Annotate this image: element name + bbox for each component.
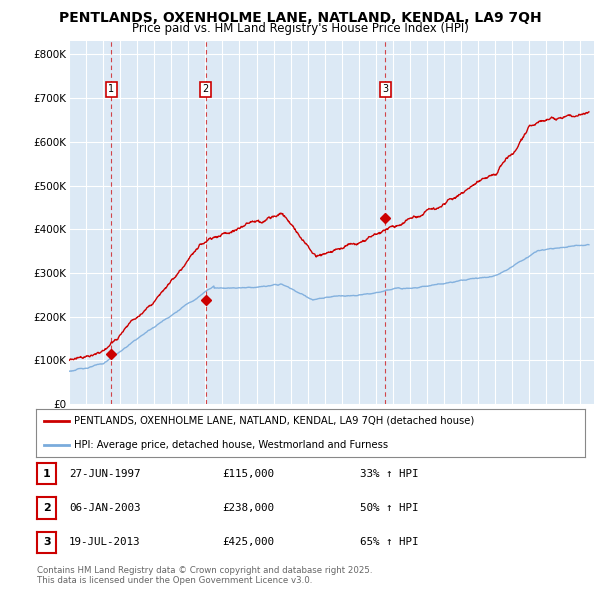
- Text: PENTLANDS, OXENHOLME LANE, NATLAND, KENDAL, LA9 7QH: PENTLANDS, OXENHOLME LANE, NATLAND, KEND…: [59, 11, 541, 25]
- Text: PENTLANDS, OXENHOLME LANE, NATLAND, KENDAL, LA9 7QH (detached house): PENTLANDS, OXENHOLME LANE, NATLAND, KEND…: [74, 416, 475, 426]
- Text: 65% ↑ HPI: 65% ↑ HPI: [360, 537, 419, 547]
- Text: HPI: Average price, detached house, Westmorland and Furness: HPI: Average price, detached house, West…: [74, 440, 389, 450]
- Text: 19-JUL-2013: 19-JUL-2013: [69, 537, 140, 547]
- Text: 33% ↑ HPI: 33% ↑ HPI: [360, 469, 419, 478]
- Text: £238,000: £238,000: [222, 503, 274, 513]
- Text: 50% ↑ HPI: 50% ↑ HPI: [360, 503, 419, 513]
- Text: 1: 1: [43, 469, 50, 478]
- Text: £425,000: £425,000: [222, 537, 274, 547]
- Text: 2: 2: [43, 503, 50, 513]
- Text: £115,000: £115,000: [222, 469, 274, 478]
- Text: 1: 1: [109, 84, 115, 94]
- Text: 3: 3: [43, 537, 50, 547]
- Text: 27-JUN-1997: 27-JUN-1997: [69, 469, 140, 478]
- Text: Price paid vs. HM Land Registry's House Price Index (HPI): Price paid vs. HM Land Registry's House …: [131, 22, 469, 35]
- Text: 2: 2: [203, 84, 209, 94]
- Text: 06-JAN-2003: 06-JAN-2003: [69, 503, 140, 513]
- Text: Contains HM Land Registry data © Crown copyright and database right 2025.
This d: Contains HM Land Registry data © Crown c…: [37, 566, 373, 585]
- Text: 3: 3: [382, 84, 388, 94]
